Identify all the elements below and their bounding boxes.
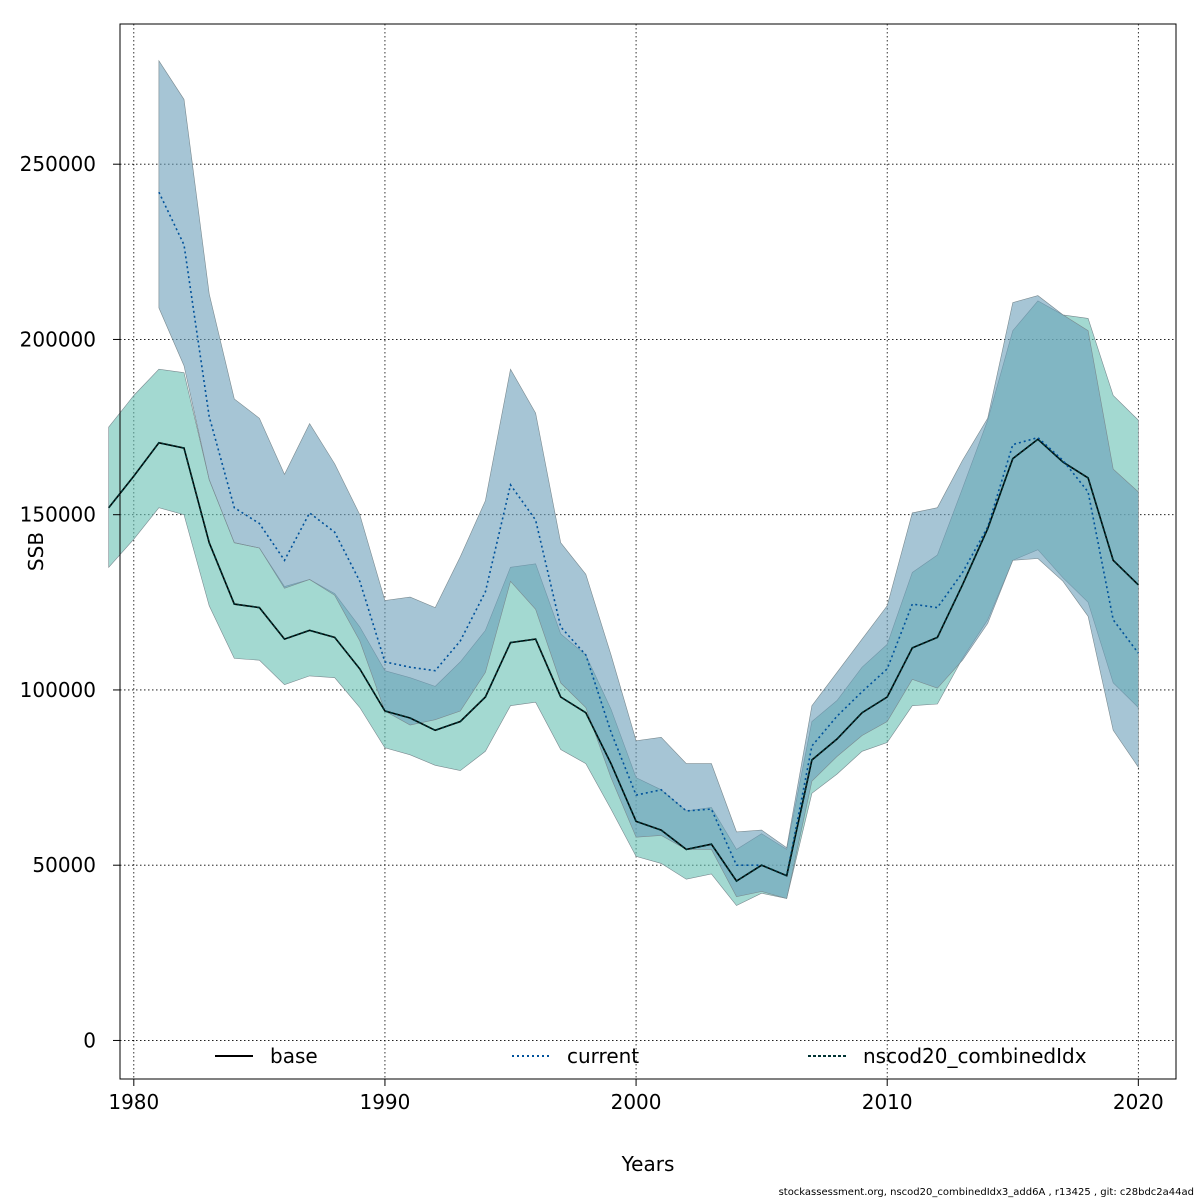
y-tick-label: 150000: [20, 503, 96, 527]
y-tick-label: 200000: [20, 327, 96, 351]
confidence-bands: [108, 59, 1139, 906]
x-tick-label: 2000: [611, 1090, 662, 1114]
y-axis-ticks: 0 50000 100000 150000 200000 250000: [20, 152, 120, 1052]
x-tick-label: 1990: [359, 1090, 410, 1114]
line-current: [158, 191, 1139, 877]
line-nscod20_combinedIdx: [108, 438, 1139, 883]
x-axis-title: Years: [621, 1152, 675, 1176]
x-tick-label: 1980: [108, 1090, 159, 1114]
y-tick-label: 0: [83, 1028, 96, 1052]
y-tick-label: 250000: [20, 152, 96, 176]
x-axis-ticks: 1980 1990 2000 2010 2020: [108, 1079, 1164, 1114]
x-tick-label: 2010: [862, 1090, 913, 1114]
legend: base current nscod20_combinedIdx: [215, 1044, 1087, 1068]
band-current: [158, 59, 1139, 899]
legend-label-current: current: [567, 1044, 639, 1068]
y-tick-label: 50000: [32, 853, 96, 877]
y-axis-title: SSB: [24, 532, 48, 571]
x-tick-label: 2020: [1113, 1090, 1164, 1114]
footer-credit: stockassessment.org, nscod20_combinedIdx…: [778, 1187, 1194, 1198]
y-tick-label: 100000: [20, 678, 96, 702]
legend-label-base: base: [270, 1044, 318, 1068]
legend-label-nscod20_combinedIdx: nscod20_combinedIdx: [863, 1044, 1087, 1068]
series-lines: [108, 191, 1139, 883]
plot-frame: [119, 23, 1177, 1080]
